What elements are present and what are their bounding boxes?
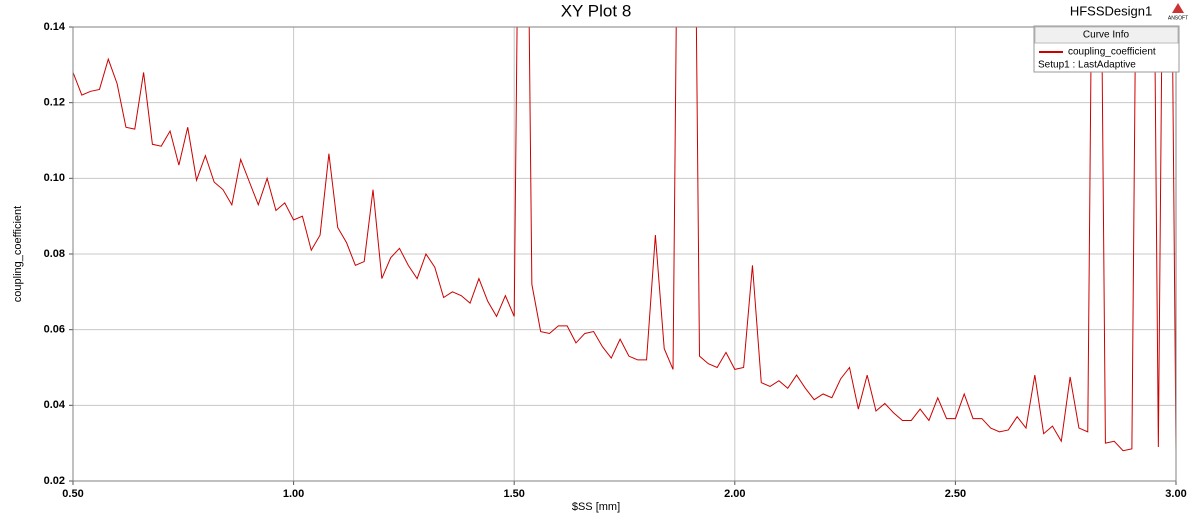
legend: Curve Info coupling_coefficient Setup1 :…: [1033, 25, 1180, 73]
x-tick-label: 2.50: [945, 488, 966, 500]
plot-border: [72, 26, 1177, 482]
legend-title: Curve Info: [1083, 30, 1130, 41]
legend-header: [1034, 26, 1179, 44]
y-tick-label: 0.08: [44, 248, 65, 260]
x-axis-label: $SS [mm]: [572, 501, 620, 513]
y-tick-label: 0.06: [44, 324, 65, 336]
y-tick-label: 0.12: [44, 97, 65, 109]
y-axis-label: coupling_coefficient: [12, 206, 24, 302]
x-tick-label: 1.50: [503, 488, 524, 500]
x-tick-label: 1.00: [283, 488, 304, 500]
y-tick-label: 0.14: [44, 21, 66, 33]
legend-entry: coupling_coefficient: [1068, 47, 1156, 58]
x-tick-label: 3.00: [1165, 488, 1186, 500]
data-line: [73, 27, 1176, 452]
x-tick-label: 2.00: [724, 488, 745, 500]
logo-text: ANSOFT: [1168, 15, 1188, 21]
logo-icon: [1172, 3, 1184, 13]
y-tick-label: 0.02: [44, 475, 65, 487]
x-tick-label: 0.50: [62, 488, 83, 500]
legend-setup: Setup1 : LastAdaptive: [1038, 60, 1136, 71]
design-name: HFSSDesign1: [1070, 3, 1152, 18]
y-tick-label: 0.10: [44, 172, 65, 184]
y-tick-label: 0.04: [44, 399, 66, 411]
chart-title: XY Plot 8: [561, 1, 632, 20]
